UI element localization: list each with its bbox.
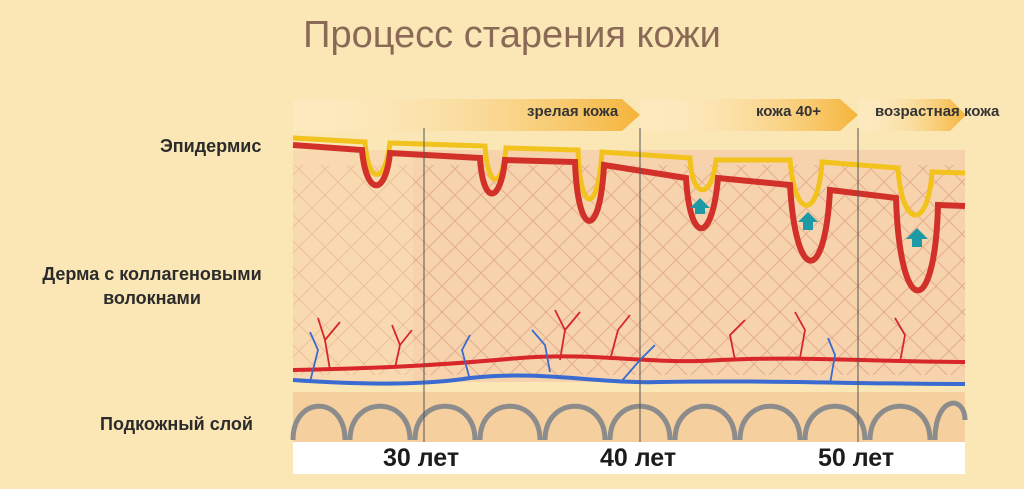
stage-label-3: возрастная кожа: [875, 103, 1000, 120]
label-epidermis: Эпидермис: [160, 136, 262, 156]
age-label-30: 30 лет: [383, 444, 460, 472]
label-dermis-line1: Дерма с коллагеновыми: [42, 264, 262, 284]
age-label-50: 50 лет: [818, 444, 895, 472]
vein: [292, 373, 966, 386]
label-subcutaneous: Подкожный слой: [100, 414, 253, 434]
label-dermis-line2: волокнами: [103, 288, 201, 308]
fade-left: [293, 150, 413, 382]
stage-label-1: зрелая кожа: [527, 103, 619, 120]
stage-arrow-1: [293, 99, 640, 131]
stage-arrow-3: [858, 99, 966, 131]
age-label-40: 40 лет: [600, 444, 677, 472]
age-strip: [293, 442, 965, 474]
up-markers: [690, 198, 928, 247]
capillaries: [317, 309, 906, 371]
stage-arrow-2: [640, 99, 858, 131]
up-marker-2: [798, 212, 818, 230]
up-marker-3: [906, 228, 928, 247]
fat-cells: [290, 400, 968, 441]
stage-arrows: [293, 99, 966, 131]
stage-label-2: кожа 40+: [756, 103, 822, 120]
epidermis-yellow: [292, 135, 966, 218]
page-title: Процесс старения кожи: [303, 14, 721, 56]
artery: [292, 354, 966, 372]
up-marker-1: [690, 198, 710, 214]
age-dividers: [423, 128, 859, 442]
label-dermis: Дерма с коллагеновыми волокнами: [14, 262, 290, 310]
epidermis-red: [292, 142, 966, 294]
